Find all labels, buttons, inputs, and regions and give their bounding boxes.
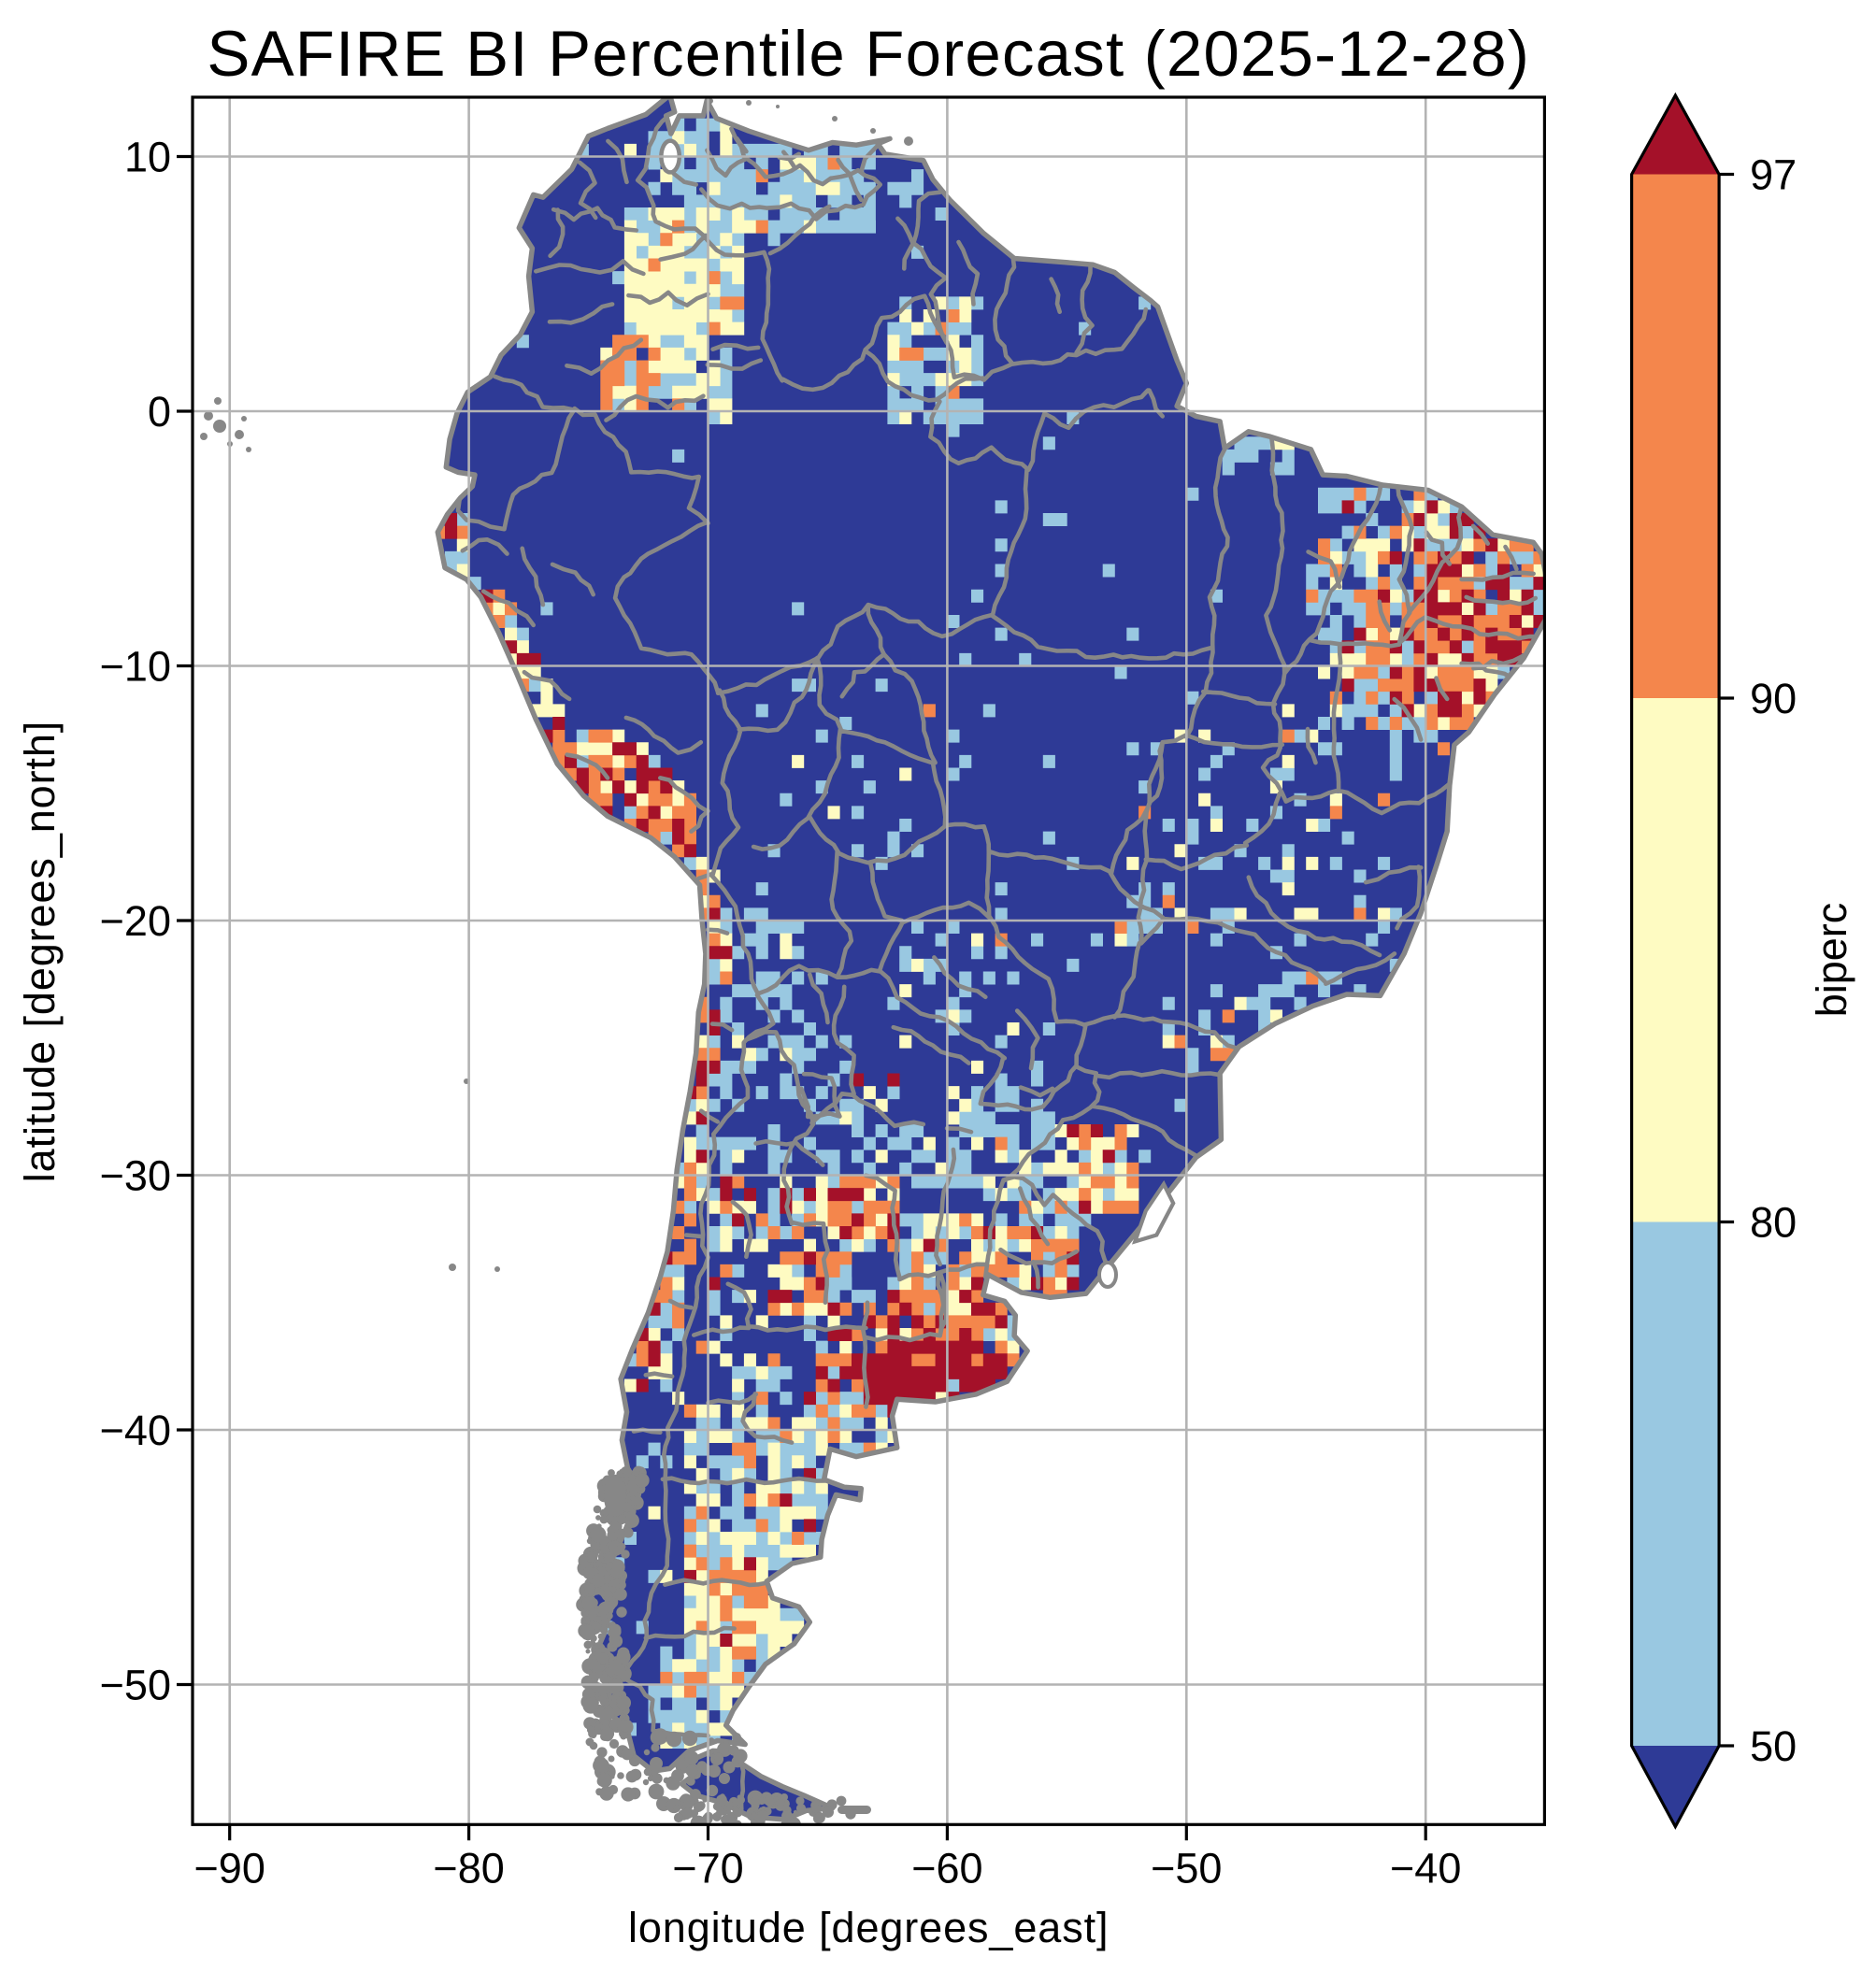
svg-text:50: 50	[1750, 1722, 1797, 1770]
svg-text:−40: −40	[1390, 1844, 1461, 1892]
svg-text:SAFIRE BI Percentile Forecast: SAFIRE BI Percentile Forecast (2025-12-2…	[207, 18, 1530, 90]
svg-text:−30: −30	[100, 1152, 171, 1200]
svg-text:−60: −60	[911, 1844, 982, 1892]
svg-text:−50: −50	[100, 1662, 171, 1709]
svg-text:10: 10	[124, 134, 171, 181]
svg-text:biperc: biperc	[1808, 903, 1855, 1018]
svg-text:−20: −20	[100, 897, 171, 945]
svg-text:0: 0	[148, 388, 171, 436]
svg-text:−40: −40	[100, 1407, 171, 1454]
svg-text:97: 97	[1750, 151, 1797, 199]
svg-text:90: 90	[1750, 675, 1797, 722]
svg-text:−80: −80	[433, 1844, 504, 1892]
svg-text:latitude [degrees_north]: latitude [degrees_north]	[16, 721, 64, 1182]
svg-text:longitude [degrees_east]: longitude [degrees_east]	[628, 1904, 1109, 1951]
svg-text:−70: −70	[672, 1844, 743, 1892]
svg-text:−90: −90	[194, 1844, 265, 1892]
svg-text:−10: −10	[100, 643, 171, 691]
svg-text:80: 80	[1750, 1199, 1797, 1247]
svg-text:−50: −50	[1151, 1844, 1222, 1892]
